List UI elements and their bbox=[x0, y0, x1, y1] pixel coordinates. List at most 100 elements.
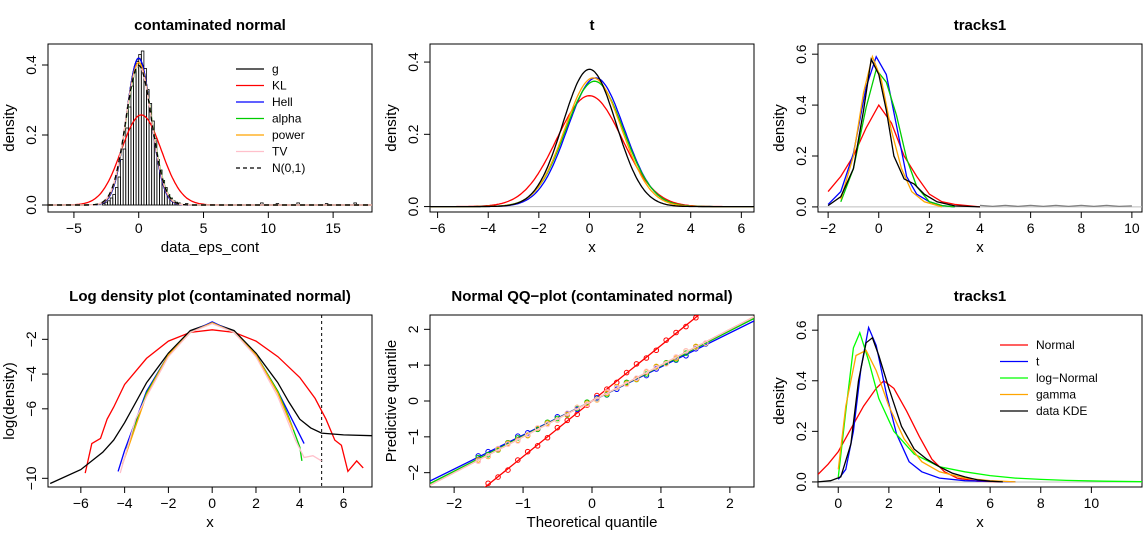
qq-point bbox=[544, 421, 551, 428]
panel-title: t bbox=[590, 17, 595, 34]
y-tick-label: −2 bbox=[23, 331, 39, 347]
series-line-1 bbox=[827, 103, 981, 208]
x-tick-label: 1 bbox=[657, 495, 665, 511]
x-tick-label: 5 bbox=[200, 220, 208, 236]
y-tick-label: 0.4 bbox=[405, 52, 421, 72]
series-line-4 bbox=[840, 54, 943, 208]
plot-frame bbox=[429, 43, 755, 213]
panel-4 bbox=[42, 314, 373, 493]
y-axis-label: density bbox=[383, 104, 400, 152]
qq-point bbox=[683, 323, 689, 330]
x-tick-label: −2 bbox=[446, 495, 462, 511]
x-tick-label: 4 bbox=[936, 495, 944, 511]
x-tick-label: 0 bbox=[875, 220, 883, 236]
x-tick-label: 10 bbox=[1084, 495, 1100, 511]
qq-point bbox=[633, 361, 640, 367]
panel-title: Normal QQ−plot (contaminated normal) bbox=[451, 288, 732, 305]
qq-point bbox=[653, 364, 660, 371]
legend-label: gamma bbox=[1036, 388, 1076, 402]
series-line-3 bbox=[837, 330, 1142, 483]
qq-point bbox=[673, 354, 679, 360]
x-tick-label: 0 bbox=[834, 495, 842, 511]
x-axis-label: x bbox=[976, 239, 984, 256]
panel-6 bbox=[812, 314, 1143, 493]
series-line-5 bbox=[121, 322, 294, 465]
qq-point bbox=[485, 452, 491, 459]
plot-area bbox=[818, 54, 1142, 208]
x-tick-label: 2 bbox=[636, 220, 644, 236]
legend-label: power bbox=[272, 128, 305, 142]
plot-frame bbox=[47, 314, 373, 488]
x-tick-label: 6 bbox=[1027, 220, 1035, 236]
x-axis-label: x bbox=[206, 514, 214, 531]
y-tick-label: 2 bbox=[405, 325, 421, 333]
y-tick-label: −1 bbox=[405, 429, 421, 445]
y-tick-label: 0.2 bbox=[405, 124, 421, 144]
series-line-3 bbox=[48, 57, 372, 206]
series-line-7 bbox=[48, 64, 372, 206]
plot-frame bbox=[817, 314, 1143, 488]
legend-label: data KDE bbox=[1036, 404, 1087, 418]
panel-3 bbox=[812, 43, 1143, 218]
qq-point bbox=[633, 375, 640, 381]
panel-1 bbox=[42, 43, 373, 218]
x-axis-label: Theoretical quantile bbox=[527, 514, 658, 531]
y-tick-label: −4 bbox=[23, 366, 39, 382]
qq-point bbox=[476, 490, 481, 495]
qq-point bbox=[524, 431, 531, 438]
y-tick-label: −6 bbox=[23, 401, 39, 417]
qq-point bbox=[683, 348, 689, 354]
y-tick-label: 0 bbox=[405, 397, 421, 405]
x-tick-label: −1 bbox=[515, 495, 531, 511]
legend-label: Normal bbox=[1036, 338, 1075, 352]
y-tick-label: 1 bbox=[405, 361, 421, 369]
series-line-5 bbox=[827, 57, 981, 208]
series-line-2 bbox=[430, 77, 754, 208]
legend-label: Hell bbox=[272, 95, 293, 109]
qq-point bbox=[515, 438, 521, 444]
qq-point bbox=[653, 347, 660, 354]
series-line-2 bbox=[48, 114, 372, 206]
qq-point bbox=[574, 404, 580, 411]
x-tick-label: −2 bbox=[820, 220, 836, 236]
x-tick-label: 6 bbox=[340, 495, 348, 511]
qq-point bbox=[663, 361, 669, 367]
qq-point bbox=[623, 369, 630, 376]
x-tick-label: 0 bbox=[208, 495, 216, 511]
x-tick-label: 6 bbox=[737, 220, 745, 236]
series-line-1 bbox=[430, 95, 754, 208]
x-tick-label: 4 bbox=[296, 495, 304, 511]
y-axis-label: density bbox=[771, 104, 788, 152]
panel-2 bbox=[424, 43, 755, 218]
qq-point bbox=[495, 445, 501, 452]
x-tick-label: 0 bbox=[135, 220, 143, 236]
series-line-1 bbox=[48, 57, 372, 206]
legend-label: N(0,1) bbox=[272, 161, 305, 175]
plot-area bbox=[430, 315, 754, 495]
qq-point bbox=[613, 384, 620, 391]
y-tick-label: 0.4 bbox=[793, 371, 809, 391]
plot-area bbox=[818, 325, 1142, 483]
x-tick-label: 2 bbox=[252, 495, 260, 511]
y-axis-label: Predictive quantile bbox=[383, 340, 400, 463]
x-tick-label: 10 bbox=[1124, 220, 1140, 236]
y-axis-label: density bbox=[1, 104, 18, 152]
qq-point bbox=[505, 441, 511, 448]
x-tick-label: 8 bbox=[1037, 495, 1045, 511]
y-tick-label: 0.4 bbox=[23, 55, 39, 75]
y-tick-label: 0.0 bbox=[405, 197, 421, 217]
x-axis-label: x bbox=[976, 514, 984, 531]
x-tick-label: 0 bbox=[586, 220, 594, 236]
y-tick-label: 0.0 bbox=[793, 472, 809, 492]
y-axis-label: log(density) bbox=[1, 362, 18, 440]
y-tick-label: 0.4 bbox=[793, 95, 809, 115]
panel-title: tracks1 bbox=[954, 17, 1007, 34]
y-tick-label: 0.2 bbox=[793, 146, 809, 166]
x-tick-label: −4 bbox=[480, 220, 496, 236]
qq-point bbox=[673, 329, 679, 336]
x-tick-label: 10 bbox=[261, 220, 277, 236]
qq-point bbox=[594, 396, 600, 403]
qq-point bbox=[515, 457, 521, 463]
qq-point bbox=[564, 410, 571, 417]
